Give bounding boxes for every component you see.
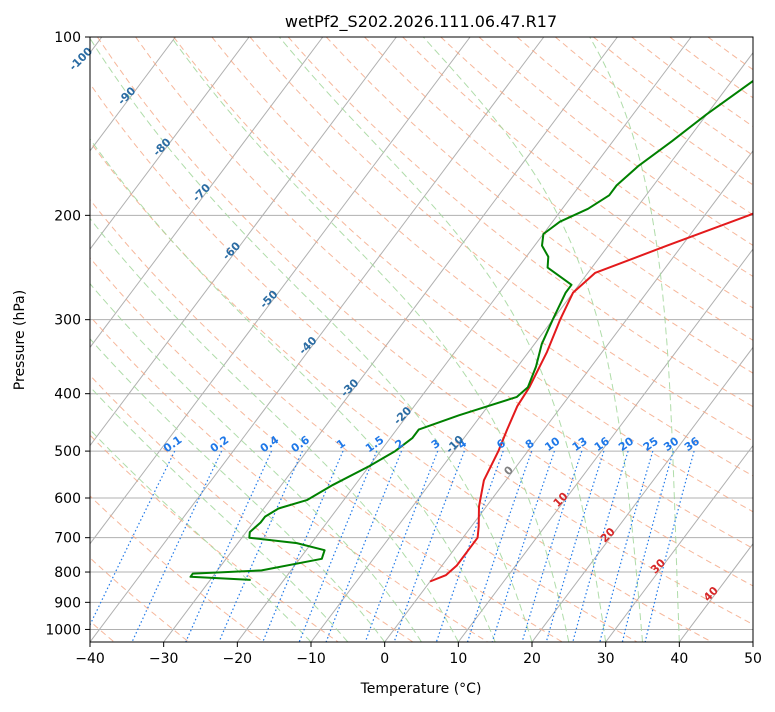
y-tick-label: 900 bbox=[54, 595, 81, 611]
y-tick-label: 100 bbox=[54, 30, 81, 46]
x-tick-label: −10 bbox=[296, 651, 326, 667]
y-tick-label: 500 bbox=[54, 444, 81, 460]
x-tick-label: −40 bbox=[75, 651, 105, 667]
chart-title: wetPf2_S202.2026.111.06.47.R17 bbox=[285, 12, 557, 32]
x-tick-label: 50 bbox=[744, 651, 762, 667]
x-tick-label: −30 bbox=[149, 651, 179, 667]
y-tick-label: 600 bbox=[54, 491, 81, 507]
y-tick-label: 800 bbox=[54, 565, 81, 581]
y-tick-label: 300 bbox=[54, 313, 81, 329]
y-axis-label: Pressure (hPa) bbox=[12, 290, 28, 390]
x-tick-label: 20 bbox=[523, 651, 541, 667]
y-tick-label: 200 bbox=[54, 208, 81, 224]
x-tick-label: 0 bbox=[380, 651, 389, 667]
x-tick-label: 10 bbox=[449, 651, 467, 667]
x-tick-label: −20 bbox=[223, 651, 253, 667]
y-tick-label: 400 bbox=[54, 387, 81, 403]
y-tick-label: 1000 bbox=[45, 622, 81, 638]
x-axis-label: Temperature (°C) bbox=[360, 681, 482, 697]
y-tick-label: 700 bbox=[54, 531, 81, 547]
x-tick-label: 40 bbox=[670, 651, 688, 667]
x-tick-label: 30 bbox=[597, 651, 615, 667]
